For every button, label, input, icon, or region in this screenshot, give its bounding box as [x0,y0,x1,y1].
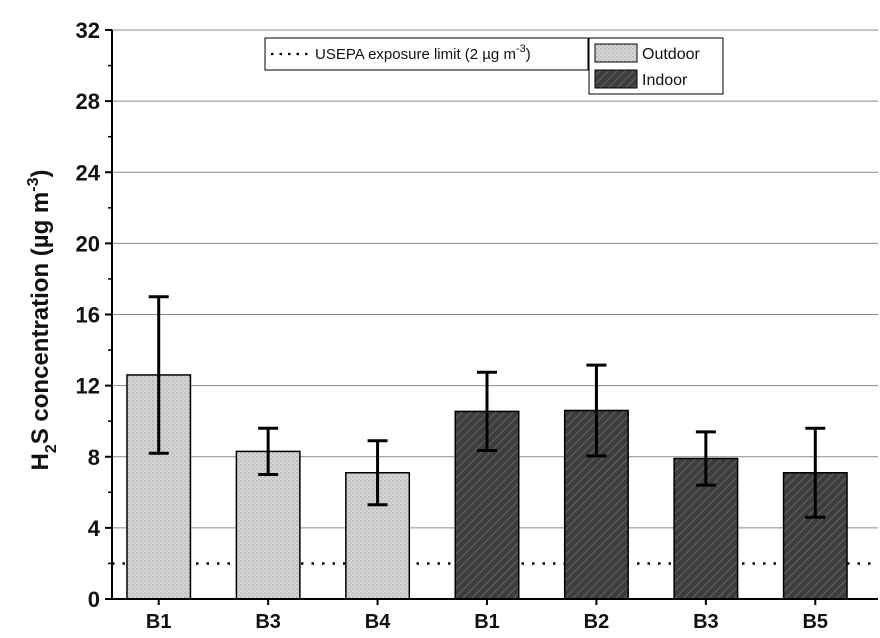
x-tick-label: B5 [802,611,828,633]
y-tick-label: 32 [76,18,100,43]
y-tick-label: 4 [88,516,101,541]
y-tick-label: 8 [88,445,100,470]
legend-ref-box [264,37,589,71]
legend-swatch-outdoor [594,43,638,63]
error-bars [148,295,826,519]
y-tick-labels: 0 4 8 12 16 20 24 28 32 [76,18,101,612]
x-tick-labels: B1 B3 B4 B1 B2 B3 B5 [146,611,828,633]
legend-label-outdoor: Outdoor [642,46,700,63]
x-tick-label: B1 [146,611,172,633]
y-tick-label: 16 [76,303,100,328]
x-tick-label: B3 [693,611,719,633]
legend-label-indoor: Indoor [642,72,688,89]
y-tick-label: 12 [76,374,100,399]
y-tick-label: 0 [88,587,100,612]
y-tick-label: 20 [76,231,100,256]
y-axis-title: H2S concentration (µg m-3) [25,170,60,471]
y-tick-label: 24 [76,160,101,185]
legend-swatch-indoor [594,69,638,89]
axes [105,29,878,605]
y-tick-label: 28 [76,89,100,114]
legend-ref-label: USEPA exposure limit (2 µg m-3) [315,43,531,63]
x-tick-label: B1 [474,611,500,633]
legend: USEPA exposure limit (2 µg m-3) Outdoor … [264,37,724,95]
x-tick-label: B4 [365,611,391,633]
x-tick-label: B3 [255,611,281,633]
x-tick-label: B2 [584,611,610,633]
